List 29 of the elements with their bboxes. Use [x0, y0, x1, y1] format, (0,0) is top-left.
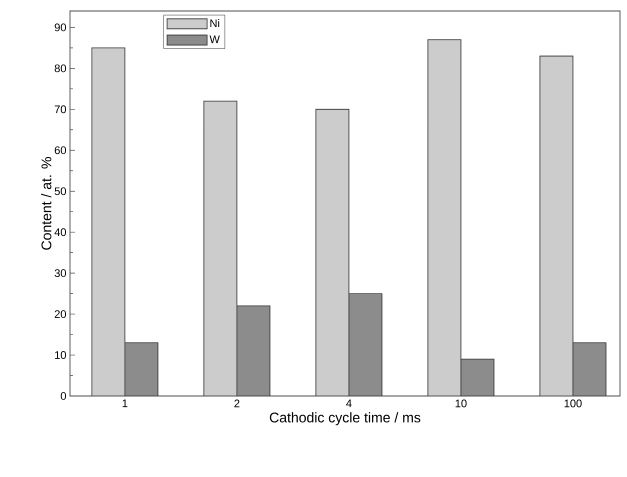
y-tick-label: 10: [55, 351, 66, 359]
bar: [203, 100, 238, 396]
y-tick-label: 0: [60, 392, 66, 400]
bar: [124, 342, 158, 396]
bar: [572, 342, 606, 396]
y-tick-label: 30: [54, 269, 66, 278]
y-axis-title: Content / at. %: [41, 157, 52, 250]
legend-label: Ni: [210, 19, 220, 28]
y-tick-label: 70: [54, 105, 66, 114]
bar: [427, 39, 462, 396]
legend-label: W: [210, 36, 220, 44]
y-tick-label: 90: [54, 24, 66, 32]
bar: [348, 293, 382, 396]
bar: [236, 305, 270, 396]
x-tick-label: 1: [122, 400, 128, 408]
bar: [540, 56, 574, 396]
y-tick-label: 20: [54, 310, 66, 318]
x-tick-label: 2: [234, 400, 240, 408]
x-tick-label: 4: [346, 400, 352, 408]
y-tick-label: 60: [54, 146, 66, 154]
y-tick-label: 40: [54, 228, 66, 236]
x-axis-title: Cathodic cycle time / ms: [270, 412, 420, 426]
y-tick-label: 50: [54, 187, 66, 196]
x-tick-label: 10: [456, 400, 467, 408]
y-tick-label: 80: [54, 64, 66, 72]
bar: [460, 358, 494, 396]
x-tick-label: 100: [564, 400, 582, 408]
bar: [315, 108, 350, 396]
bar: [91, 47, 126, 396]
